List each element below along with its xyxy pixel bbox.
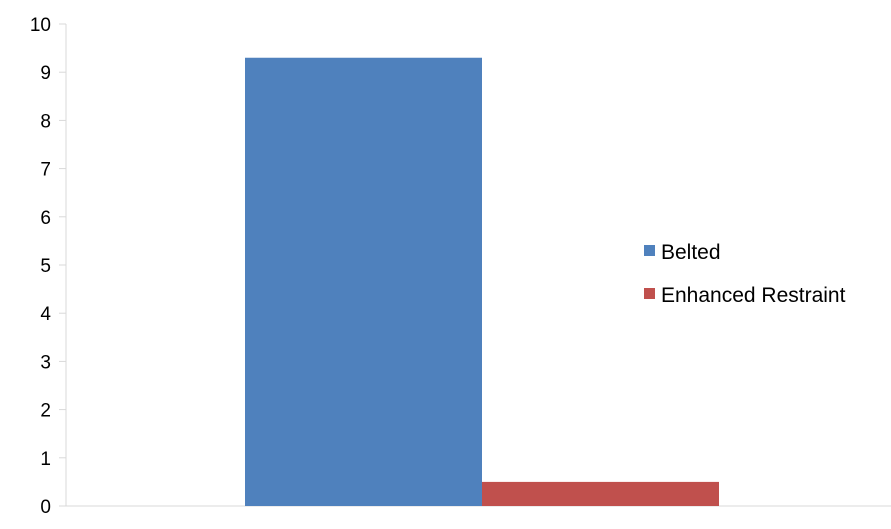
y-tick-label: 8	[40, 111, 51, 132]
bar-belted	[245, 57, 482, 507]
y-tick-label: 5	[40, 256, 51, 277]
y-tick-label: 4	[40, 304, 51, 325]
y-tick-label: 6	[40, 208, 51, 229]
y-tick-label: 3	[40, 352, 51, 373]
y-axis: 0 1 2 3 4 5 6 7 8 9 10	[30, 15, 67, 518]
y-tick-label: 2	[40, 401, 51, 422]
bar-enhanced-restraint	[482, 481, 719, 506]
y-tick-label: 10	[30, 15, 51, 36]
legend-label-enhanced-restraint: Enhanced Restraint	[661, 284, 846, 307]
y-tick-label: 9	[40, 63, 51, 84]
y-tick-label: 0	[40, 497, 51, 518]
legend-label-belted: Belted	[661, 241, 721, 264]
legend-swatch-enhanced-restraint	[644, 288, 655, 299]
y-tick-label: 7	[40, 160, 51, 181]
legend-swatch-belted	[644, 245, 655, 256]
bars	[245, 57, 719, 507]
legend: Belted Enhanced Restraint	[644, 241, 846, 307]
y-tick-label: 1	[40, 449, 51, 470]
